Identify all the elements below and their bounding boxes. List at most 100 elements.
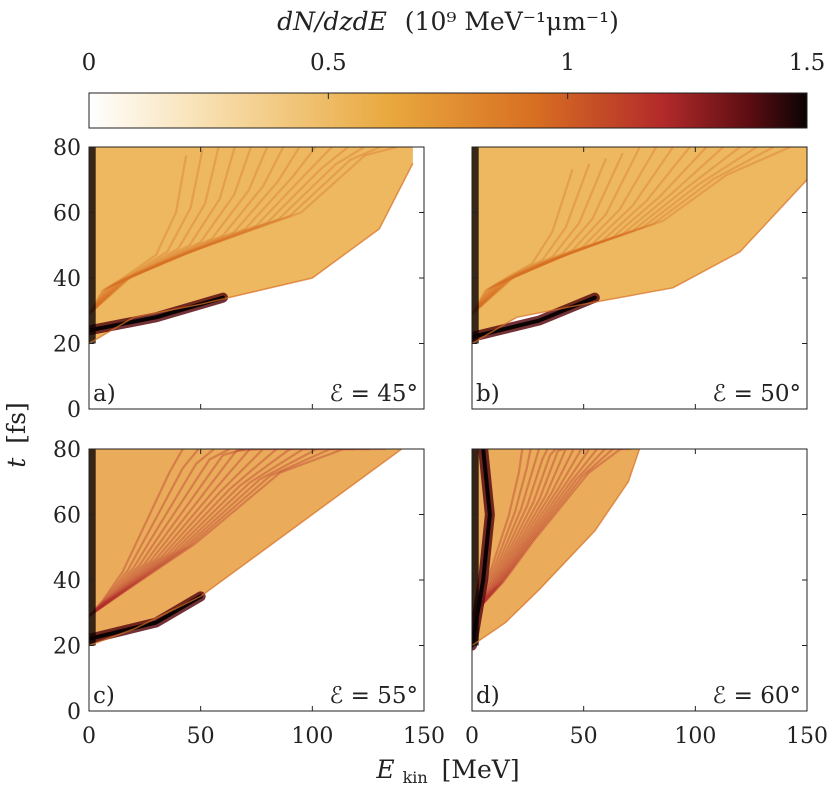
heatmap-streak: [89, 449, 308, 617]
y-tick-label: 20: [53, 635, 81, 660]
heatmap-streak: [89, 147, 397, 315]
panel-b: b) ℰ = 50°: [471, 146, 808, 410]
panel-angle-label: ℰ = 50°: [712, 381, 801, 407]
colorbar-tick-label: 0: [82, 50, 97, 76]
heatmap-streak: [472, 147, 708, 315]
x-tick-label: 100: [291, 724, 333, 749]
x-tick-label: 0: [82, 724, 96, 749]
heatmap-streak: [89, 147, 317, 315]
heatmap-streak: [472, 449, 598, 617]
heatmap-streak: [89, 147, 285, 315]
heatmap-streak: [472, 449, 565, 617]
heatmap-streak: [89, 449, 340, 617]
heatmap-streak: [472, 449, 632, 617]
heatmap-layer: [472, 449, 641, 651]
heatmap-front-edge: [89, 449, 403, 647]
heatmap-front-edge: [89, 163, 414, 345]
heatmap-streak: [472, 147, 674, 315]
heatmap-streak: [89, 449, 231, 617]
heatmap-hot-core: [89, 594, 203, 641]
heatmap-streak: [472, 147, 741, 315]
heatmap-streak: [472, 147, 641, 315]
y-axis-label-main: t: [2, 457, 31, 468]
heatmap-streak: [472, 147, 791, 315]
heatmap-streak: [472, 449, 623, 617]
panel-tag: d): [476, 683, 500, 709]
heatmap-low-energy-edge: [472, 449, 479, 646]
colorbar-tick-labels: 0 0.5 1 1.5: [82, 50, 826, 76]
y-axis-label: t [fs]: [2, 402, 31, 468]
x-tick-label: 150: [403, 724, 445, 749]
heatmap-low-energy-edge: [89, 449, 96, 646]
x-tick-label: 0: [465, 724, 479, 749]
heatmap-diffuse-overlay: [472, 449, 640, 646]
panel-angle-label: ℰ = 55°: [329, 683, 418, 709]
colorbar-tick-label: 1.5: [789, 50, 826, 76]
heatmap-streak: [472, 163, 591, 315]
y-tick-label: 80: [53, 136, 81, 161]
heatmap-streak: [472, 158, 608, 315]
heatmap-streak: [472, 147, 758, 315]
heatmap-streak: [89, 449, 262, 617]
heatmap-streak: [89, 449, 277, 617]
colorbar-title: dN/dzdE (10⁹ MeV⁻¹μm⁻¹): [277, 7, 619, 36]
heatmap-streak: [472, 147, 775, 315]
colorbar-title-units: (10⁹ MeV⁻¹μm⁻¹): [405, 7, 619, 36]
heatmap-layer: [89, 147, 414, 345]
y-tick-label: 40: [53, 569, 81, 594]
y-axis-label-unit: [fs]: [2, 402, 31, 444]
y-tick-label: 0: [67, 700, 81, 725]
heatmap-front-edge: [472, 449, 641, 647]
heatmap-streak: [89, 149, 204, 315]
heatmap-streak: [89, 147, 301, 315]
heatmap-streak: [89, 449, 293, 617]
heatmap-streak: [472, 449, 590, 617]
heatmap-streak: [472, 449, 606, 617]
heatmap-layer: [472, 147, 807, 345]
panel-tag: c): [93, 683, 115, 709]
heatmap-streak: [89, 449, 184, 617]
heatmap-streak: [89, 147, 349, 315]
heatmap-streak: [89, 147, 236, 315]
panel-tag: b): [476, 381, 500, 407]
heatmap-layer: [89, 449, 403, 647]
heatmap-streak: [89, 449, 215, 617]
heatmap-streak: [89, 449, 371, 617]
panel-angle-label: ℰ = 45°: [329, 381, 418, 407]
panel-tag: a): [93, 381, 116, 407]
heatmap-low-energy-edge: [89, 147, 96, 344]
heatmap-streak: [89, 449, 324, 617]
heatmap-diffuse-overlay: [89, 147, 413, 344]
colorbar-bar: [88, 92, 808, 129]
heatmap-streak: [89, 449, 246, 617]
heatmap-streak: [89, 155, 188, 315]
x-axis-label-unit: [MeV]: [442, 755, 520, 784]
heatmap-front-edge: [472, 179, 807, 345]
panel-c: 0 20 40 60 80 0 50 100 150 c) ℰ = 55°: [53, 438, 445, 749]
heatmap-diffuse-overlay: [472, 147, 807, 344]
heatmap-streak: [472, 169, 574, 315]
heatmap-streak: [472, 147, 691, 315]
x-tick-label: 100: [674, 724, 716, 749]
colorbar-tick-label: 1: [560, 50, 575, 76]
panel-angle-label: ℰ = 60°: [712, 683, 801, 709]
x-axis-label-sub: kin: [403, 768, 428, 787]
panel-a: 0 20 40 60 80 a) ℰ = 45°: [53, 136, 425, 423]
heatmap-streak: [89, 449, 387, 617]
x-axis-label-main: E: [375, 755, 394, 784]
x-axis-label: E kin [MeV]: [375, 755, 519, 788]
x-tick-label: 150: [786, 724, 828, 749]
panels: 0 20 40 60 80 a) ℰ = 45° b) ℰ = 50° 0 20 40 60 80 0 50 1…: [53, 136, 828, 749]
heatmap-streak: [89, 147, 252, 315]
panel-d: 0 50 100 150 d) ℰ = 60°: [465, 448, 828, 749]
heatmap-streak: [472, 449, 581, 617]
y-tick-label: 60: [53, 202, 81, 227]
heatmap-streak: [472, 449, 615, 617]
y-tick-label: 80: [53, 438, 81, 463]
y-tick-label: 0: [67, 398, 81, 423]
heatmap-streak: [472, 147, 658, 315]
heatmap-streak: [89, 147, 365, 315]
heatmap-low-energy-edge: [472, 147, 479, 344]
